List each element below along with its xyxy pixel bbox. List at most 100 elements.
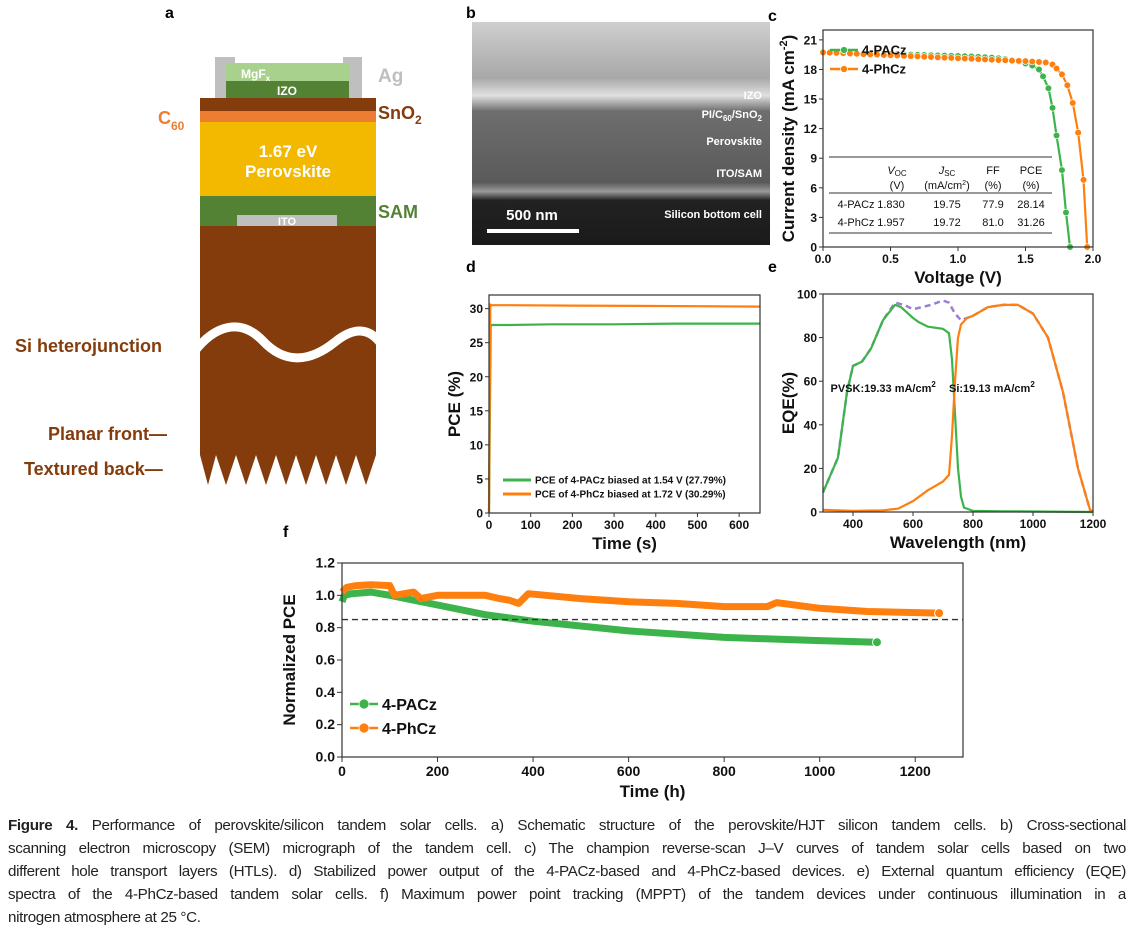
- table-header-unit: (%): [984, 180, 1001, 192]
- data-point: [1052, 64, 1061, 73]
- figure-caption: Figure 4. Performance of perovskite/sili…: [8, 814, 1126, 929]
- y-tick-label: 25: [470, 336, 484, 350]
- y-tick-label: 15: [804, 93, 818, 107]
- caption-line-4: spectra of the 4-PhCz-based tandem solar…: [8, 886, 1126, 903]
- y-tick-label: 20: [470, 370, 484, 384]
- y-tick-label: 15: [470, 404, 484, 418]
- legend-label: 4-PACz: [862, 43, 907, 58]
- legend-label: 4-PhCz: [382, 721, 436, 738]
- y-tick-label: 0: [810, 241, 817, 255]
- data-point: [1062, 208, 1070, 217]
- device-schematic: MgFx IZO 1.67 eV Perovskite ITO Ag SnO2 …: [15, 57, 422, 485]
- data-point: [974, 55, 982, 63]
- chart-c: 0.0 0.5 1.0 1.5 2.0 0 3 6 9 12 15 18 21 Voltage (V) Cu…: [778, 29, 1102, 287]
- chart-f: 0 200 400 600 800 1000 1200 0.0 0.2 0.4 0.6 0.8 1.0 1…: [280, 555, 964, 801]
- y-axis-title: Current density (mA cm-2): [778, 35, 798, 243]
- data-point: [1035, 65, 1043, 74]
- c60-layer: [200, 111, 376, 122]
- legend-label: 4-PACz: [382, 697, 437, 714]
- x-tick-label: 800: [963, 517, 983, 531]
- table-cell: 19.72: [933, 217, 961, 229]
- panel-label-a: a: [165, 5, 174, 22]
- x-tick-label: 0.5: [882, 252, 899, 266]
- sem-label-perovskite: Perovskite: [706, 136, 762, 148]
- data-point: [913, 52, 922, 61]
- table-cell: 4-PACz: [837, 199, 874, 211]
- planar-front-label: Planar front—: [48, 424, 167, 444]
- y-tick-label: 1.0: [316, 587, 336, 603]
- panel-label-d: d: [466, 259, 476, 276]
- data-point: [1001, 56, 1009, 64]
- izo-layer: [226, 81, 349, 98]
- chart-e: 400 600 800 1000 1200 0 20 40 60 80 100 Wavelength …: [779, 288, 1107, 553]
- series-line-4-phcz: [339, 581, 940, 617]
- data-point: [1048, 104, 1057, 112]
- sno2-layer: [200, 98, 376, 111]
- scale-bar: [487, 229, 579, 233]
- y-tick-label: 0: [810, 506, 817, 520]
- y-tick-label: 5: [476, 472, 483, 486]
- data-point: [1021, 57, 1030, 65]
- y-tick-label: 3: [810, 211, 817, 225]
- y-tick-label: 18: [804, 63, 818, 77]
- data-point: [1079, 176, 1088, 184]
- y-tick-label: 9: [810, 152, 817, 166]
- izo-label: IZO: [277, 84, 297, 98]
- data-point: [1028, 57, 1036, 66]
- y-tick-label: 12: [804, 122, 818, 136]
- panel-label-b: b: [466, 5, 476, 22]
- x-tick-label: 400: [843, 517, 863, 531]
- end-point-marker: [872, 637, 883, 648]
- x-tick-label: 1.0: [950, 252, 967, 266]
- table-cell: 1.830: [877, 199, 905, 211]
- annotation: PVSK:19.33 mA/cm2: [831, 380, 937, 395]
- y-tick-label: 100: [797, 288, 817, 302]
- annotation: Si:19.13 mA/cm2: [949, 380, 1035, 395]
- x-axis-title: Voltage (V): [914, 268, 1002, 287]
- y-tick-label: 0.6: [316, 652, 336, 668]
- data-point: [988, 56, 996, 64]
- x-tick-label: 600: [729, 518, 749, 532]
- y-tick-label: 6: [810, 181, 817, 195]
- data-point: [907, 52, 915, 60]
- x-tick-label: 400: [646, 518, 666, 532]
- sno2-label: SnO2: [378, 103, 422, 127]
- data-point: [1058, 166, 1066, 174]
- panel-label-e: e: [768, 259, 777, 276]
- data-point: [981, 55, 989, 63]
- performance-table: VOC (V) JSC (mA/cm2) FF (%) PCE (%) 4-PACz 1.830 1…: [829, 156, 1052, 234]
- table-cell: 77.9: [982, 199, 1003, 211]
- x-tick-label: 0.0: [815, 252, 832, 266]
- x-tick-label: 600: [903, 517, 923, 531]
- series-line-4-pacz: [338, 588, 878, 646]
- y-tick-label: 30: [470, 302, 484, 316]
- y-tick-label: 0.4: [316, 684, 336, 700]
- x-tick-label: 800: [712, 763, 736, 779]
- caption-line-1: Figure 4. Performance of perovskite/sili…: [8, 814, 1126, 837]
- sem-label-silicon: Silicon bottom cell: [664, 209, 762, 221]
- sem-micrograph: IZO PI/C60/SnO2 Perovskite ITO/SAM Silic…: [472, 22, 770, 245]
- y-axis-title: EQE(%): [779, 372, 798, 434]
- legend-marker: [840, 65, 848, 73]
- x-tick-label: 1200: [900, 763, 931, 779]
- data-point: [1039, 72, 1047, 80]
- caption-line-2: scanning electron microscopy (SEM) micro…: [8, 840, 1126, 857]
- data-point: [1069, 99, 1077, 107]
- data-point: [994, 56, 1003, 64]
- x-tick-label: 1.5: [1017, 252, 1034, 266]
- legend-label: PCE of 4-PhCz biased at 1.72 V (30.29%): [535, 490, 726, 501]
- data-point: [1052, 131, 1061, 140]
- data-point: [967, 55, 976, 63]
- figure-label: Figure 4.: [8, 817, 79, 834]
- legend-label: PCE of 4-PACz biased at 1.54 V (27.79%): [535, 476, 726, 487]
- y-tick-label: 0: [476, 507, 483, 521]
- data-point: [1063, 81, 1071, 89]
- caption-line-5: nitrogen atmosphere at 25 °C.: [8, 909, 201, 926]
- x-tick-label: 1000: [1020, 517, 1047, 531]
- chart-d: 0 100 200 300 400 500 600 0 5 10 15 20 25 30 Time (s) P…: [445, 294, 761, 553]
- caption-text: Performance of perovskite/silicon tandem…: [78, 817, 1126, 834]
- x-axis-title: Wavelength (nm): [890, 533, 1026, 552]
- table-header: FF: [986, 165, 1000, 177]
- panel-label-c: c: [768, 8, 777, 25]
- legend-marker: [358, 698, 370, 710]
